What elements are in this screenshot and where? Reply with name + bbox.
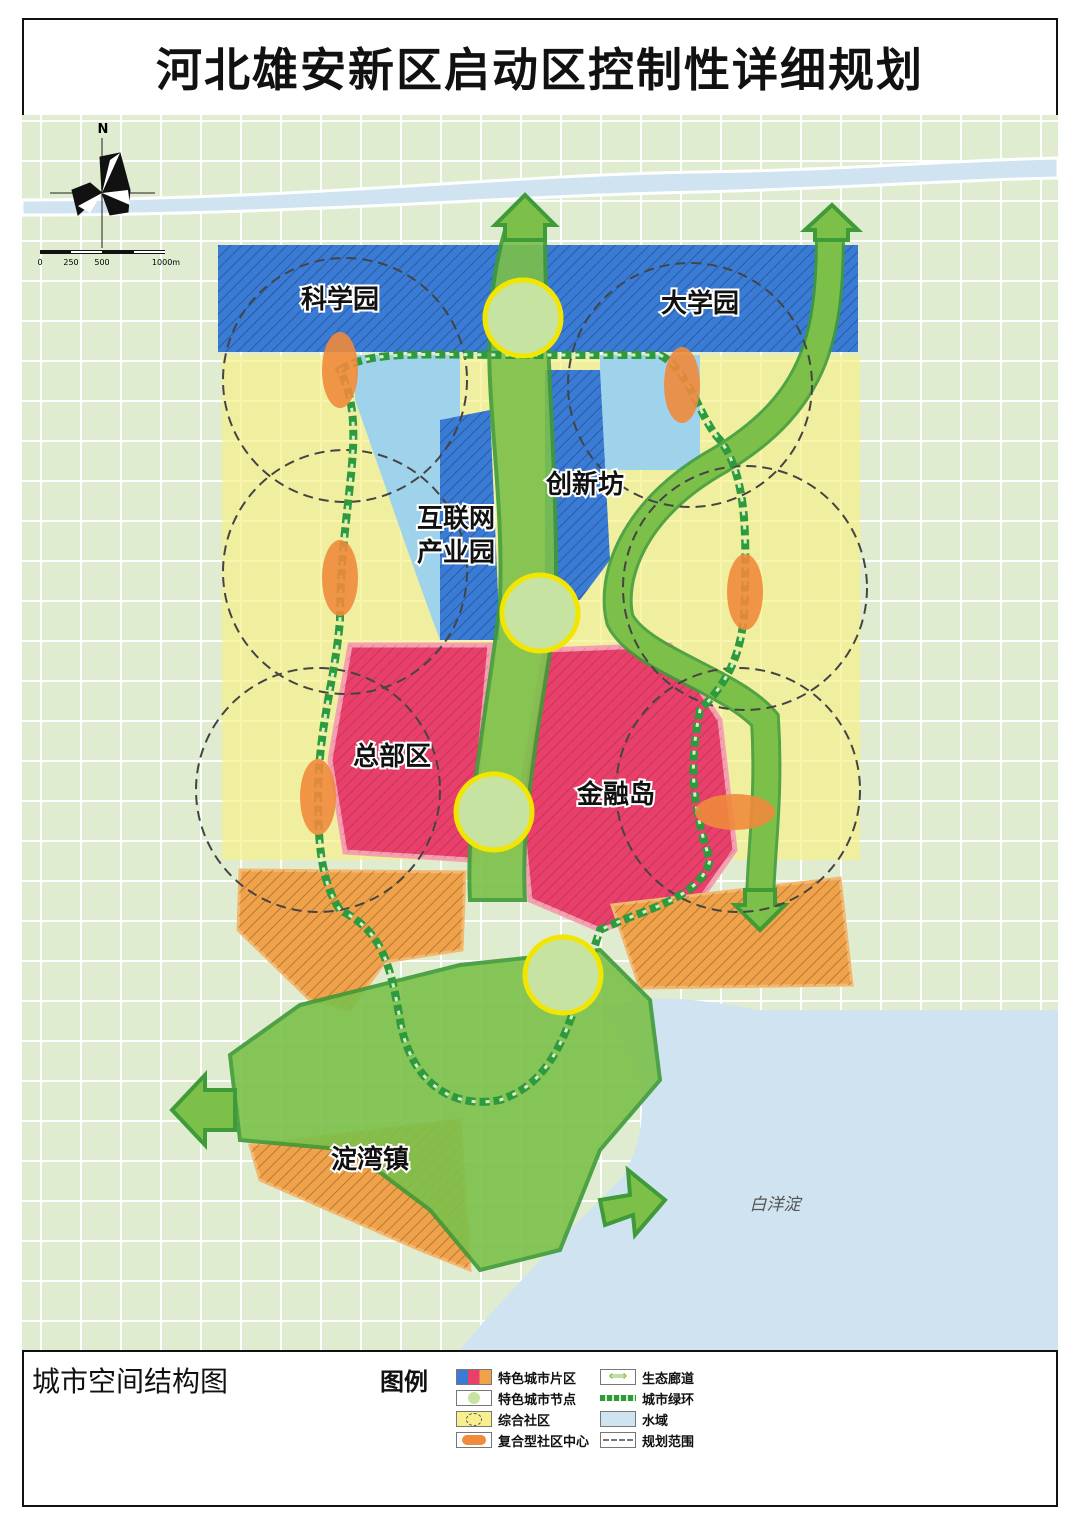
label-science-park: 科学园 — [301, 284, 379, 315]
legend-title: 图例 — [380, 1368, 428, 1396]
planning-boundary-swatch — [600, 1432, 636, 1448]
community-center-swatch — [456, 1432, 492, 1448]
map-name: 城市空间结构图 — [32, 1365, 229, 1398]
dashed-community-circles — [195, 257, 868, 913]
water-area-west — [355, 355, 460, 640]
label-university-park: 大学园 — [661, 288, 739, 319]
compass: N — [50, 122, 155, 248]
legend-item-eco-corridor: ⟺ 生态廊道 — [600, 1368, 695, 1387]
legend-label: 特色城市片区 — [498, 1371, 577, 1387]
label-internet-park-1: 互联网 — [417, 504, 495, 534]
label-baiyangdian-lake: 白洋淀 — [750, 1195, 803, 1215]
eco-corridor-swatch: ⟺ — [600, 1369, 636, 1385]
scale-label-500: 500 — [94, 258, 109, 267]
legend-label: 综合社区 — [498, 1413, 551, 1429]
legend-label: 复合型社区中心 — [498, 1434, 590, 1450]
scale-label-250: 250 — [63, 258, 78, 267]
label-innovation-lane: 创新坊 — [545, 469, 624, 500]
eco-corridor-lower — [227, 947, 663, 1273]
legend-label: 特色城市节点 — [498, 1392, 577, 1408]
scale-label-0: 0 — [37, 258, 42, 267]
eco-corridor-central — [467, 228, 559, 902]
river — [22, 156, 1058, 217]
scale-label-1000: 1000m — [152, 258, 180, 267]
legend-label: 城市绿环 — [642, 1392, 695, 1408]
structure-map: 科学园 大学园 创新坊 互联网 产业园 总部区 金融岛 淀湾镇 白洋淀 N 0 … — [22, 115, 1058, 1352]
label-headquarters: 总部区 — [353, 742, 431, 772]
compass-north-label: N — [98, 122, 109, 137]
special-district-swatch — [456, 1369, 492, 1385]
scale-bar: 0 250 500 1000m — [37, 250, 180, 267]
arrow-north-east — [799, 202, 863, 242]
lake-water — [460, 998, 1058, 1350]
page-title: 河北雄安新区启动区控制性详细规划 — [22, 18, 1058, 117]
label-dianwan-town: 淀湾镇 — [331, 1144, 409, 1175]
legend-label: 水域 — [642, 1413, 669, 1429]
green-ring-swatch — [600, 1390, 636, 1406]
legend-item-water: 水域 — [600, 1410, 669, 1429]
legend-item-community: 综合社区 — [456, 1410, 551, 1429]
legend-item-planning-boundary: 规划范围 — [600, 1431, 695, 1450]
eco-corridor-arrows — [169, 192, 863, 1240]
legend-item-community-center: 复合型社区中心 — [456, 1431, 590, 1450]
compass-rose-icon — [71, 152, 131, 216]
special-node-swatch — [456, 1390, 492, 1406]
arrow-southeast — [597, 1165, 668, 1240]
label-financial-island: 金融岛 — [576, 779, 655, 810]
label-internet-park-2: 产业园 — [417, 538, 495, 568]
legend-item-special-district: 特色城市片区 — [456, 1368, 577, 1387]
arrow-north-central — [490, 192, 560, 242]
legend-item-special-node: 特色城市节点 — [456, 1389, 577, 1408]
special-city-nodes — [453, 277, 604, 1016]
legend-label: 规划范围 — [642, 1434, 695, 1450]
community-centers — [300, 332, 775, 835]
legend-item-green-ring: 城市绿环 — [600, 1389, 695, 1408]
community-swatch — [456, 1411, 492, 1427]
legend-label: 生态廊道 — [642, 1371, 695, 1387]
water-swatch — [600, 1411, 636, 1427]
arrow-west — [169, 1069, 237, 1151]
